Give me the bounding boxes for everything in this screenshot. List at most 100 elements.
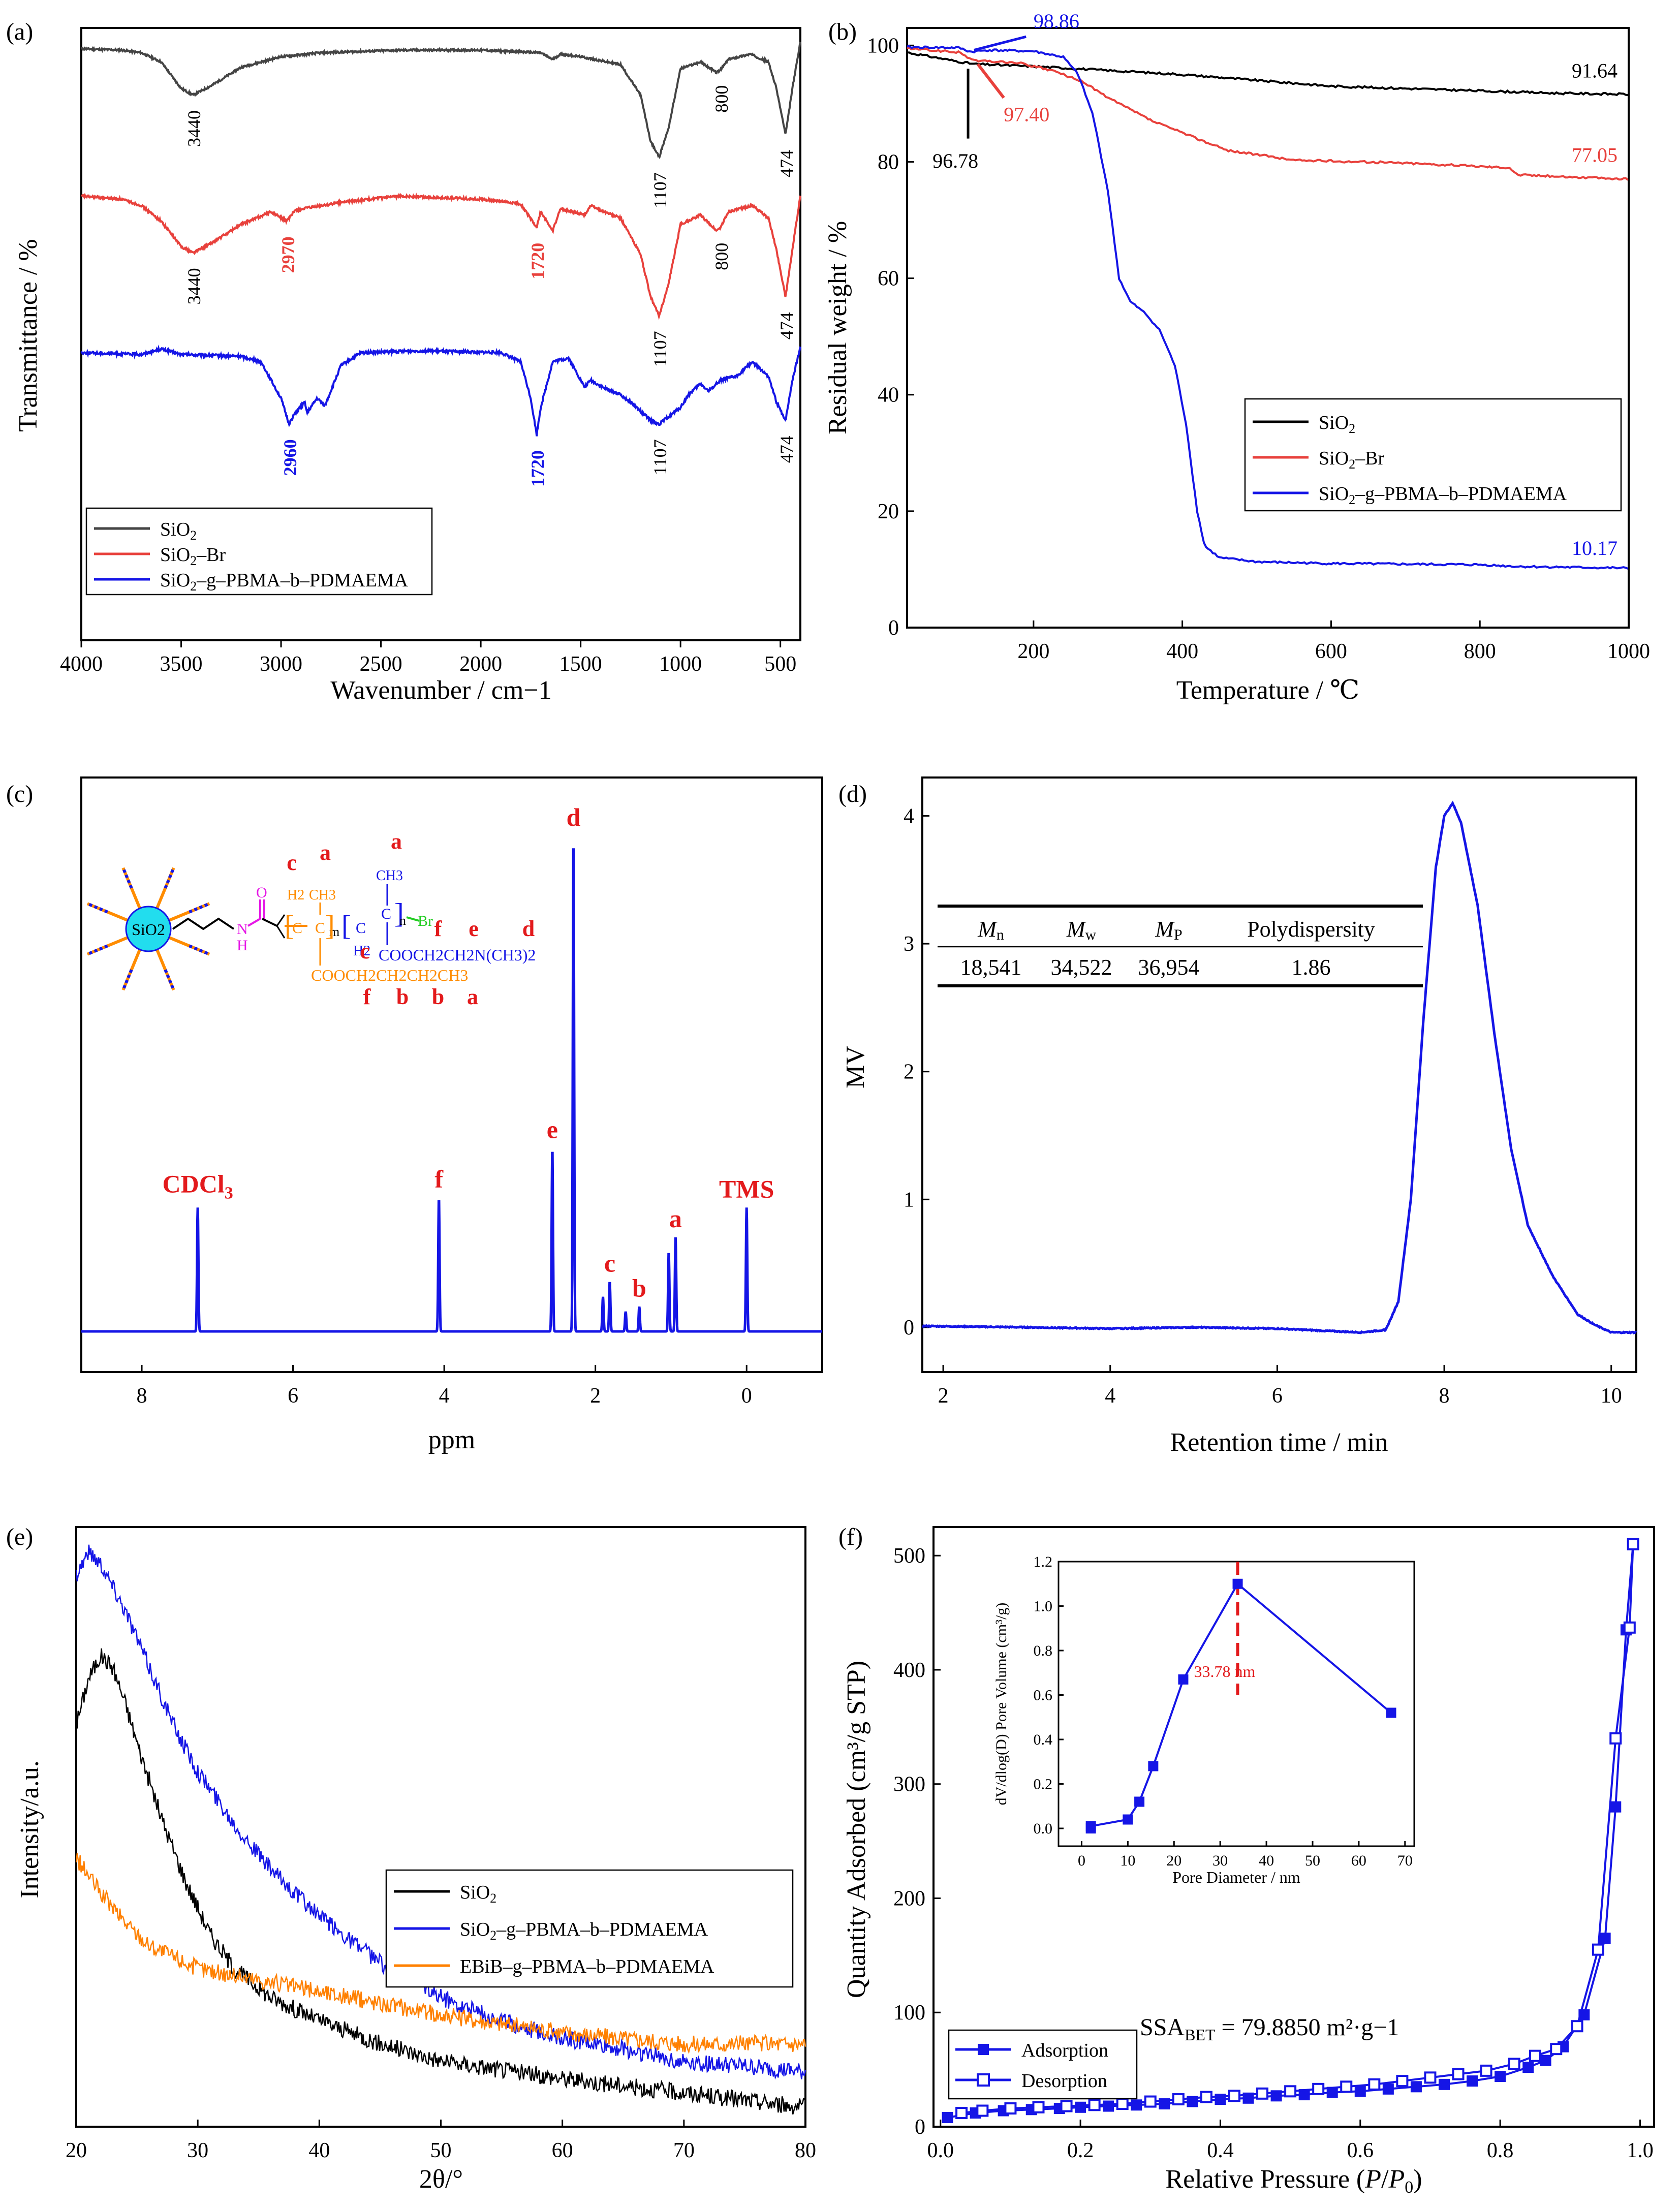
tga-arrow-blue — [974, 35, 1026, 51]
silica-spoke-tip — [121, 969, 133, 991]
inset-x-tick-label: 40 — [1259, 1852, 1274, 1869]
inset-peak-label: 33.78 nm — [1194, 1662, 1256, 1681]
silica-spoke-tip — [164, 969, 175, 991]
ftir-peak-label: 800 — [711, 85, 732, 113]
bet-y-tick-label: 100 — [893, 2001, 925, 2025]
structure-letter-f: f — [363, 984, 371, 1009]
bet-desorption-point — [1004, 2102, 1017, 2115]
bet-desorption-point — [1060, 2100, 1073, 2112]
xrd-line-2 — [75, 1544, 806, 2080]
gpc-x-tick-label: 10 — [1601, 1384, 1622, 1408]
tga-label-91-64: 91.64 — [1572, 59, 1617, 82]
bet-desorption-point — [1571, 2020, 1583, 2033]
structure-letter-c: c — [360, 939, 370, 963]
pbma-c2-label: C — [315, 920, 325, 937]
ftir-series — [80, 42, 801, 437]
pore-size-inset: 0 10 20 30 40 50 60 70 0.0 0.2 0.4 0.6 0.8 1.0 1.2 Por… — [993, 1553, 1415, 1886]
pdmaema-c-label: C — [356, 920, 366, 937]
bet-desorption-point — [1480, 2064, 1492, 2077]
pbma-ch3-label: CH3 — [309, 887, 336, 903]
legend-label-tga-3: SiO2–g–PBMA–b–PDMAEMA — [1319, 483, 1567, 507]
nmr-peak-label-cdcl3: CDCl3 — [163, 1169, 233, 1202]
bet-x-tick-label: 0.2 — [1067, 2139, 1094, 2162]
ftir-x-tick-label: 2500 — [360, 652, 402, 676]
bet-desorption-point — [1200, 2091, 1212, 2103]
inset-point — [1134, 1796, 1145, 1807]
bet-desorption-point — [1032, 2101, 1045, 2113]
ftir-frame — [80, 27, 801, 641]
ftir-peak-label: 1107 — [650, 439, 670, 475]
pbma-bracket-close: ] — [325, 910, 335, 942]
pdmaema-n-subscript: n — [399, 913, 406, 928]
tga-x-tick-label: 800 — [1464, 640, 1496, 663]
bet-desorption-point — [1424, 2071, 1437, 2084]
silica-core-label: SiO2 — [132, 920, 165, 939]
inset-x-tick-label: 10 — [1120, 1852, 1135, 1869]
legend-label-ftir-2: SiO2–Br — [160, 544, 226, 568]
ftir-peak-label: 2970 — [278, 236, 298, 273]
inset-point — [1232, 1578, 1243, 1589]
xrd-chart: 20 30 40 50 60 70 80 2θ/° Intensity/a.u. SiO2S… — [15, 1526, 816, 2194]
bet-desorption-point — [1627, 1538, 1639, 1550]
bet-x-tick-label: 1.0 — [1627, 2139, 1654, 2162]
gpc-chart: 2 4 6 8 10 0 1 2 3 4 Retention time / min MV Mn M… — [841, 776, 1637, 1457]
bet-desorption-point — [1396, 2075, 1409, 2088]
pbma-ch2-label: H2 — [287, 887, 304, 903]
inset-y-tick-label: 0.0 — [1034, 1820, 1053, 1837]
ftir-peak-label: 474 — [776, 312, 797, 339]
bet-desorption-point — [1088, 2099, 1101, 2111]
bet-desorption-point — [1550, 2043, 1563, 2056]
inset-y-tick-label: 0.8 — [1034, 1642, 1053, 1659]
gpc-table-mn-value: 18,541 — [960, 955, 1022, 980]
bet-y-tick-label: 500 — [893, 1544, 925, 1568]
silica-spoke-tip — [86, 902, 108, 914]
ftir-x-ticks: 4000 3500 3000 2500 2000 1500 1000 500 — [60, 640, 796, 676]
gpc-trace — [922, 800, 1637, 1334]
inset-y-title: dV/dlog(D) Pore Volume (cm³/g) — [993, 1603, 1010, 1806]
structure-letter-a: a — [391, 829, 402, 854]
bet-ssa-annotation: SSABET = 79.8850 m²·g−1 — [1140, 2014, 1399, 2044]
chemical-structure: SiO2 N H O [ H2 C C CH3 m ] [ C H2 C — [86, 829, 536, 1009]
xrd-frame — [75, 1526, 806, 2128]
inset-line — [1090, 1582, 1392, 1828]
bet-adsorption-point — [942, 2112, 953, 2124]
panel-label-f: (f) — [838, 1523, 863, 1550]
bet-y-tick-label: 400 — [893, 1659, 925, 1682]
bet-adsorption-point — [1540, 2055, 1551, 2066]
nmr-peak-label-2: e — [547, 1115, 558, 1143]
inset-y-tick-label: 1.0 — [1034, 1598, 1053, 1615]
tga-line-2 — [907, 47, 1629, 181]
ftir-x-tick-label: 1000 — [659, 652, 702, 676]
tga-label-98-86: 98.86 — [1034, 10, 1079, 33]
xrd-x-tick-label: 70 — [673, 2139, 695, 2162]
silica-spoke-tip — [189, 944, 210, 956]
ftir-x-tick-label: 3500 — [160, 652, 203, 676]
gpc-ticks: 2 4 6 8 10 0 1 2 3 4 — [904, 804, 1622, 1408]
ftir-peak-label: 1107 — [650, 172, 670, 208]
silica-spoke-tip — [121, 867, 133, 889]
nmr-peak-label-1: f — [434, 1165, 444, 1193]
ftir-x-tick-label: 3000 — [260, 652, 302, 676]
gpc-x-tick-label: 2 — [938, 1384, 949, 1408]
ftir-x-tick-label: 1500 — [559, 652, 602, 676]
xrd-x-title: 2θ/° — [419, 2165, 463, 2194]
bet-legend: Adsorption Desorption — [948, 2029, 1138, 2100]
nmr-x-tick-label: 6 — [288, 1384, 298, 1408]
gpc-y-tick-label: 3 — [904, 932, 914, 956]
bet-desorption-point — [1256, 2087, 1269, 2100]
bet-desorption-point — [1508, 2058, 1520, 2070]
bet-adsorption-point — [1495, 2071, 1506, 2082]
legend-label-xrd-1: SiO2 — [460, 1882, 496, 1906]
legend-label-tga-1: SiO2 — [1319, 412, 1355, 436]
structure-letter-e: e — [469, 916, 479, 941]
inset-x-title: Pore Diameter / nm — [1172, 1868, 1300, 1886]
silica-spoke — [168, 902, 210, 922]
tga-label-10-17: 10.17 — [1572, 537, 1617, 559]
legend-marker — [978, 2044, 989, 2055]
ftir-line-3 — [80, 344, 801, 437]
inset-point — [1085, 1821, 1096, 1831]
tga-y-tick-label: 20 — [878, 500, 899, 523]
ftir-annotations: 3440 1107 800 474 3440 2970 1720 1107 800 474 2960… — [184, 85, 797, 487]
